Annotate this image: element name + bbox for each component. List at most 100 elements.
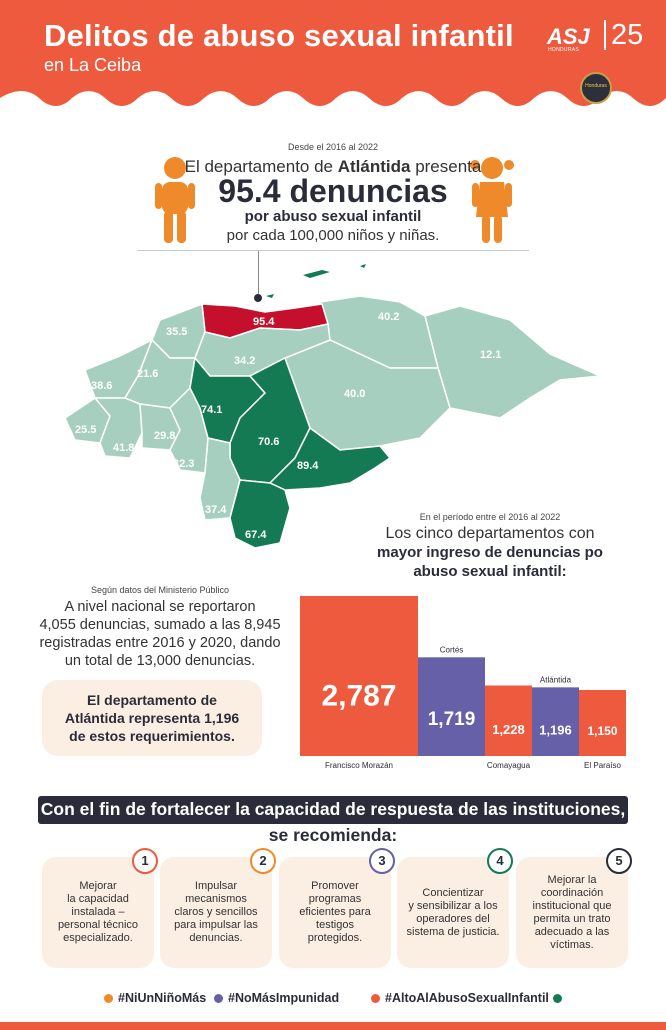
asj-logo: ASJ bbox=[547, 24, 590, 49]
recommendation-text: especializado. bbox=[63, 932, 133, 944]
island-shape bbox=[266, 294, 274, 298]
recommendation-text: la capacidad bbox=[67, 893, 129, 905]
recommendation-text: claros y sencillos bbox=[174, 906, 258, 918]
recommendation-text: eficientes para bbox=[299, 906, 371, 918]
map-value-intibuca: 29.8 bbox=[154, 430, 175, 442]
recommendation-text: operadores del bbox=[416, 912, 490, 925]
bar-2 bbox=[485, 685, 532, 756]
hashtag: #AltoAlAbusoSexualInfantil bbox=[385, 991, 549, 1005]
bar-value-label: 1,150 bbox=[587, 724, 617, 738]
recommendation-card bbox=[279, 857, 391, 968]
bar-value-label: 2,787 bbox=[321, 680, 396, 713]
map-value-santa-barbara: 21.6 bbox=[137, 368, 158, 380]
hashtag-dot-icon bbox=[214, 994, 223, 1003]
recommendation-text: testigos bbox=[316, 919, 354, 931]
map-value-el-paraiso: 89.4 bbox=[297, 460, 319, 472]
recommendation-number: 5 bbox=[606, 848, 632, 874]
recommendation-text: Concientizar bbox=[422, 886, 484, 899]
hashtag: #NoMásImpunidad bbox=[228, 991, 340, 1005]
map-region-choluteca bbox=[229, 479, 291, 549]
national-line: un total de 13,000 denuncias. bbox=[64, 653, 256, 669]
hashtag-dot-icon bbox=[553, 994, 562, 1003]
recommendation-card bbox=[42, 857, 154, 968]
recommendation-text: programas bbox=[308, 893, 362, 905]
bay-islands-shape bbox=[303, 270, 330, 278]
recommendation-number: 3 bbox=[369, 848, 395, 874]
map-value-olancho: 40.0 bbox=[344, 388, 365, 400]
recommendation-number: 4 bbox=[487, 848, 513, 874]
map-value-yoro: 34.2 bbox=[234, 355, 255, 367]
highlight-box bbox=[42, 680, 262, 756]
logo-tagline: HONDURAS bbox=[548, 47, 580, 53]
recommendation-subheading: se recomienda: bbox=[268, 825, 398, 845]
recommendation-number: 2 bbox=[250, 848, 276, 874]
bar-4 bbox=[579, 689, 626, 756]
bar-value-label: 1,228 bbox=[492, 722, 525, 737]
recommendation-card bbox=[397, 857, 509, 968]
recommendation-text: personal técnico bbox=[57, 919, 139, 931]
recommendation-text: mecanismos bbox=[185, 893, 247, 905]
period-line-3: abuso sexual infantil: bbox=[413, 563, 567, 580]
recommendation-text: institucional que bbox=[532, 899, 612, 912]
bar-category-label: Francisco Morazán bbox=[325, 761, 393, 770]
recommendation-number: 1 bbox=[132, 848, 158, 874]
boy-figure-icon bbox=[155, 157, 195, 243]
national-line: 4,055 denuncias, sumado a las 8,945 bbox=[39, 617, 281, 633]
map-region-lempira bbox=[93, 397, 143, 459]
recommendation-card bbox=[160, 857, 272, 968]
recommendation-text: coordinación bbox=[540, 886, 604, 899]
bar-1 bbox=[418, 657, 485, 756]
intro-line-1: El departamento de Atlántida presenta bbox=[184, 157, 482, 176]
recommendation-text: víctimas. bbox=[550, 938, 594, 951]
national-line: registradas entre 2016 y 2020, dando bbox=[39, 635, 281, 651]
bar-3 bbox=[532, 687, 579, 756]
recommendation-text: denuncias. bbox=[189, 932, 243, 944]
map-value-choluteca: 67.4 bbox=[245, 529, 267, 541]
map-value-comayagua: 74.1 bbox=[201, 404, 222, 416]
recommendation-heading: Con el fin de fortalecer la capacidad de… bbox=[40, 799, 626, 819]
bar-category-label: El Paraíso bbox=[584, 761, 621, 770]
map-value-gracias-a-dios: 12.1 bbox=[480, 349, 501, 361]
recommendation-text: para impulsar las bbox=[174, 919, 258, 931]
highlight-line: de estos requerimientos. bbox=[69, 728, 235, 744]
map-value-la-paz: 32.3 bbox=[173, 458, 194, 470]
map-value-ocotepeque: 25.5 bbox=[75, 424, 96, 436]
recommendation-text: Mejorar la bbox=[547, 873, 597, 886]
map-value-francisco-morazan: 70.6 bbox=[258, 436, 279, 448]
period-note: En el período entre el 2016 al 2022 bbox=[419, 512, 561, 522]
callout-dot bbox=[254, 294, 262, 302]
footer-bar bbox=[0, 1022, 666, 1030]
bar-value-label: 1,196 bbox=[539, 722, 572, 737]
recommendation-text: Impulsar bbox=[194, 880, 238, 892]
map-value-valle: 37.4 bbox=[205, 504, 227, 516]
recommendation-text: instalada – bbox=[71, 906, 125, 918]
highlight-line: Atlántida representa 1,196 bbox=[64, 710, 240, 726]
bar-chart: 2,787 Francisco Morazán 1,719 Cortés 1,228 Co… bbox=[300, 596, 626, 770]
period-line-2: mayor ingreso de denuncias po bbox=[377, 544, 603, 561]
period-line-1: Los cinco departamentos con bbox=[385, 525, 595, 542]
page-subtitle: en La Ceiba bbox=[44, 55, 142, 75]
national-source: Según datos del Ministerio Público bbox=[90, 585, 230, 595]
national-line: A nivel nacional se reportaron bbox=[64, 599, 256, 615]
recommendation-text: Mejorar bbox=[79, 880, 117, 892]
recommendation-text: adecuado a las bbox=[534, 925, 610, 938]
anniversary-logo: 25 bbox=[604, 20, 643, 50]
bar-category-label: Cortés bbox=[440, 645, 464, 654]
partner-badge-icon: Honduras bbox=[580, 72, 612, 104]
girl-figure-icon bbox=[470, 157, 514, 243]
island-shape bbox=[360, 264, 366, 268]
recommendation-text: sistema de justicia. bbox=[406, 925, 500, 938]
recommendation-text: permita un trato bbox=[533, 912, 611, 925]
recommendation-text: Promover bbox=[311, 880, 359, 892]
intro-period: Desde el 2016 al 2022 bbox=[287, 142, 379, 152]
bar-category-label: Comayagua bbox=[487, 761, 531, 770]
header-banner bbox=[0, 0, 666, 106]
recommendation-text: y sensibilizar a los bbox=[408, 899, 498, 912]
callout-line bbox=[258, 251, 259, 296]
honduras-map: 95.4 40.2 12.1 35.5 34.2 40.0 38.6 21.6 … bbox=[64, 264, 603, 549]
recommendation-banner bbox=[38, 796, 628, 824]
bar-value-label: 1,719 bbox=[428, 709, 476, 730]
hashtag: #NiUnNiñoMás bbox=[118, 991, 207, 1005]
intro-line-3: por abuso sexual infantil bbox=[244, 208, 422, 225]
highlight-line: El departamento de bbox=[87, 692, 217, 708]
